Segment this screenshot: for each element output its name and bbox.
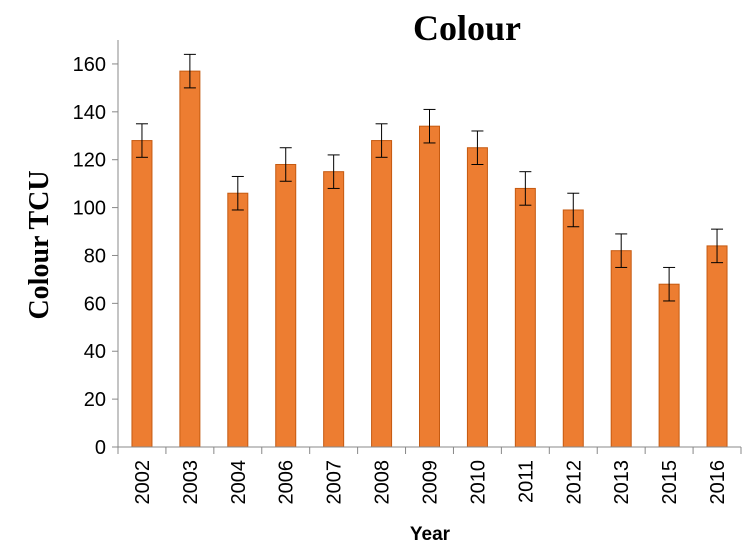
- y-axis-label: Colour TCU: [24, 170, 55, 319]
- y-tick-label: 0: [95, 437, 106, 459]
- x-tick-label-2015: 2015: [659, 460, 681, 505]
- bars: [131, 53, 728, 448]
- error-bar-2016: [711, 228, 724, 264]
- error-bar-2006: [279, 147, 292, 182]
- x-axis-label: Year: [410, 524, 451, 545]
- bar-2009: [419, 125, 440, 448]
- error-bar-2007: [327, 154, 340, 189]
- y-axis: 0 20 40 60 80 100 120 140 160: [73, 40, 119, 459]
- error-bar-2002: [135, 123, 148, 158]
- bar-2008: [371, 140, 393, 448]
- y-tick-label: 160: [73, 54, 106, 76]
- bar-2012: [562, 209, 584, 448]
- error-bar-2013: [615, 233, 628, 268]
- chart-title: Colour: [413, 8, 521, 48]
- y-tick-label: 60: [84, 293, 106, 315]
- bar-2004: [227, 192, 249, 448]
- error-bar-2012: [567, 192, 580, 228]
- bar-2002: [131, 140, 153, 448]
- y-tick-label: 120: [73, 150, 106, 172]
- x-tick-label-2004: 2004: [228, 460, 250, 505]
- y-tick-label: 40: [84, 341, 106, 363]
- x-tick-label-2008: 2008: [372, 460, 394, 505]
- x-tick-label-2002: 2002: [132, 460, 154, 505]
- bar-2006: [275, 163, 297, 448]
- error-bar-2008: [375, 123, 388, 158]
- x-axis: 2002 2003 2004 2006 2007 2008 2009 2010 2011 2012…: [117, 446, 742, 505]
- error-bar-2015: [663, 266, 676, 302]
- bar-2010: [466, 147, 488, 448]
- error-bar-2003: [183, 53, 196, 89]
- bar-2013: [610, 250, 632, 448]
- x-tick-label-2010: 2010: [467, 460, 489, 505]
- x-tick-label-2012: 2012: [563, 460, 585, 505]
- bar-2015: [658, 283, 680, 448]
- y-tick-label: 140: [73, 102, 106, 124]
- error-bar-2004: [231, 175, 244, 211]
- bar-2011: [514, 187, 536, 448]
- x-tick-label-2007: 2007: [324, 460, 346, 505]
- x-tick-label-2006: 2006: [276, 460, 298, 505]
- bar-2016: [706, 245, 728, 448]
- error-bar-2011: [519, 171, 532, 206]
- y-tick-label: 100: [73, 198, 106, 220]
- x-tick-label-2009: 2009: [420, 460, 442, 505]
- bar-2007: [323, 171, 345, 448]
- error-bar-2009: [423, 108, 436, 144]
- error-bar-2010: [471, 130, 484, 165]
- x-tick-label-2016: 2016: [707, 460, 729, 505]
- bar-2003: [179, 70, 201, 448]
- y-tick-label: 20: [84, 389, 106, 411]
- x-tick-label-2003: 2003: [180, 460, 202, 505]
- x-tick-label-2011: 2011: [515, 460, 537, 503]
- y-tick-label: 80: [84, 245, 106, 267]
- x-tick-label-2013: 2013: [611, 460, 633, 505]
